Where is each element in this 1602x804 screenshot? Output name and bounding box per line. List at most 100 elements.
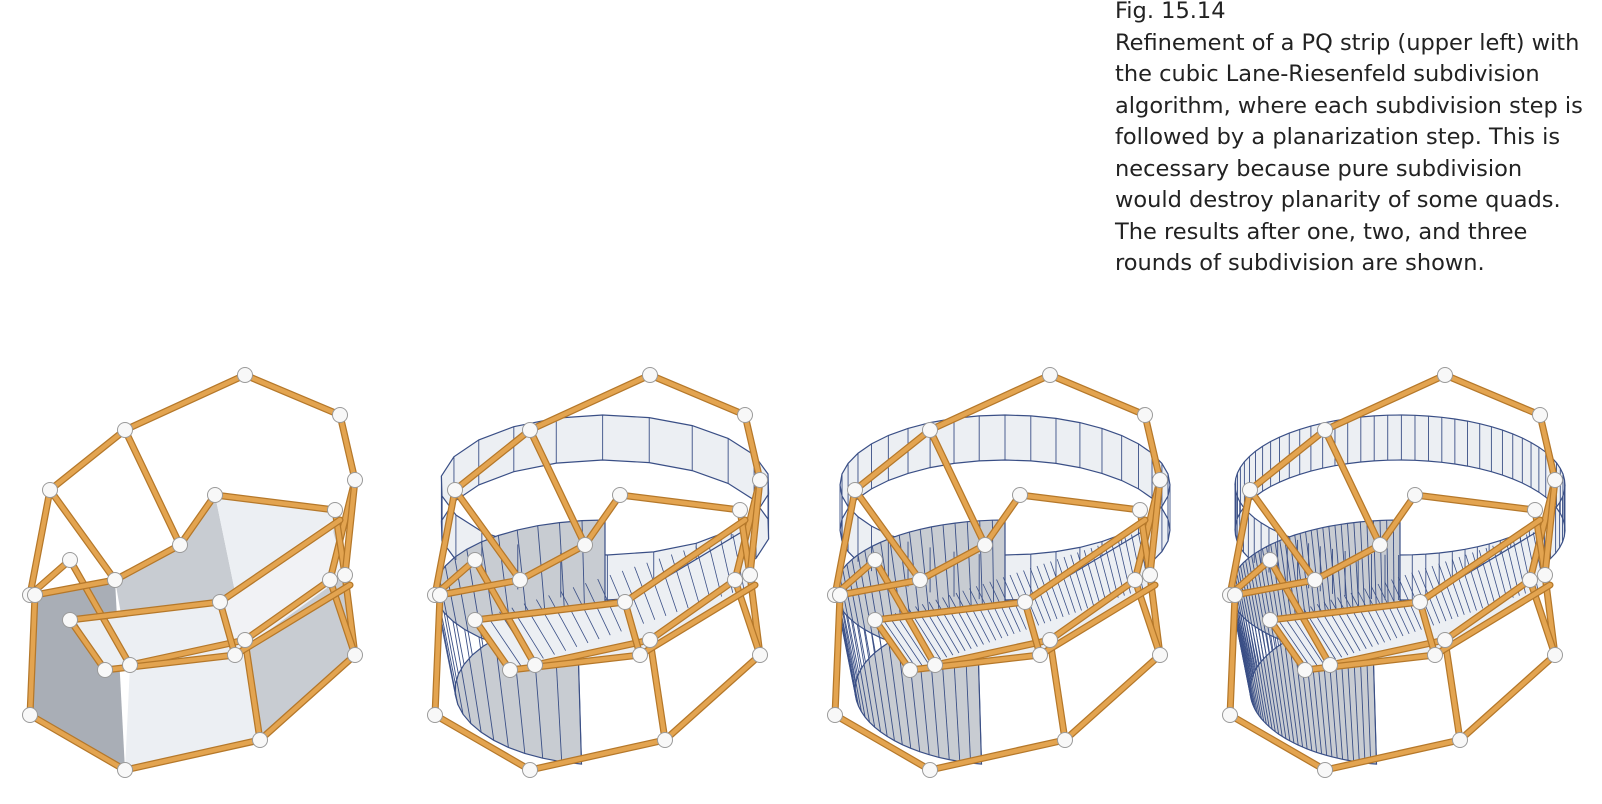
control-rod (1432, 582, 1553, 658)
strip-face (220, 520, 345, 655)
control-rod (242, 577, 333, 643)
ruling-line (1283, 615, 1318, 666)
joint-sphere (62, 552, 78, 568)
control-rod (927, 372, 1053, 433)
control-rod (472, 557, 538, 668)
control-rod (67, 599, 223, 623)
joint-sphere (527, 657, 543, 673)
ruling-line (935, 599, 966, 652)
control-rod (1047, 577, 1138, 643)
ruling-line (1050, 561, 1070, 615)
ruling-line (1070, 554, 1089, 609)
ruling-line (577, 659, 582, 765)
joint-sphere (922, 422, 938, 438)
joint-sphere (632, 647, 648, 663)
joint-sphere (1152, 472, 1168, 488)
ruling-line (1364, 588, 1392, 641)
control-rod (1322, 737, 1463, 773)
joint-sphere (1522, 572, 1538, 588)
joint-sphere (922, 762, 938, 778)
control-rod (112, 542, 183, 583)
ruling-line (1359, 658, 1366, 763)
joint-sphere (612, 487, 628, 503)
control-rod (432, 592, 443, 718)
control-rod (637, 582, 758, 658)
control-rod (212, 492, 338, 513)
ruling-line (1063, 556, 1082, 611)
joint-sphere (577, 537, 593, 553)
control-rod (1267, 617, 1308, 673)
joint-sphere (237, 367, 253, 383)
ruling-line (1043, 563, 1064, 618)
ruling-line (1347, 523, 1355, 619)
ruling-line (1366, 521, 1372, 617)
joint-sphere (617, 594, 633, 610)
control-rod (472, 599, 628, 623)
joint-sphere (732, 502, 748, 518)
strip-drawing (22, 367, 363, 778)
joint-sphere (512, 572, 528, 588)
ruling-line (558, 522, 566, 618)
joint-sphere (347, 647, 363, 663)
ruling-line (1056, 559, 1076, 613)
control-rod (647, 577, 738, 643)
joint-sphere (1242, 482, 1258, 498)
ruling-line (452, 621, 472, 724)
joint-sphere (847, 482, 863, 498)
control-rod (257, 652, 358, 743)
joint-sphere (1017, 594, 1033, 610)
ruling-line (1359, 521, 1366, 618)
ruling-line (879, 637, 895, 741)
ruling-line (888, 615, 923, 666)
joint-sphere (117, 762, 133, 778)
joint-sphere (1317, 422, 1333, 438)
control-rod (452, 427, 533, 493)
ruling-line (941, 654, 950, 760)
joint-sphere (237, 632, 253, 648)
control-rod (232, 582, 353, 658)
ruling-line (954, 523, 962, 619)
joint-sphere (327, 502, 343, 518)
joint-sphere (642, 367, 658, 383)
ruling-line (464, 629, 482, 733)
ruling-line (1284, 641, 1299, 746)
ruling-line (846, 615, 866, 718)
control-rod (1412, 492, 1538, 513)
control-rod (1227, 712, 1328, 773)
joint-sphere (1427, 647, 1443, 663)
joint-sphere (1407, 487, 1423, 503)
ruling-line (478, 636, 495, 741)
control-rod (527, 372, 653, 433)
ruling-line (443, 612, 464, 715)
control-rod (217, 599, 238, 658)
control-rod (1037, 582, 1158, 658)
control-rod (1322, 372, 1448, 433)
ruling-line (1347, 656, 1355, 762)
control-rod (122, 372, 248, 433)
control-rod (1047, 637, 1068, 743)
control-rod (337, 412, 358, 483)
joint-sphere (1042, 367, 1058, 383)
control-rod (177, 492, 218, 548)
control-rod (1312, 542, 1383, 583)
ruling-line (536, 599, 567, 651)
control-rod (1537, 412, 1558, 483)
joint-sphere (1142, 567, 1158, 583)
ruling-line (1458, 556, 1477, 611)
joint-sphere (1137, 407, 1153, 423)
ruling-line (1377, 583, 1404, 637)
ruling-line (1366, 658, 1372, 764)
ruling-line (548, 595, 578, 648)
control-rod (517, 542, 588, 583)
joint-sphere (1322, 657, 1338, 673)
joint-sphere (642, 632, 658, 648)
control-rod (472, 617, 513, 673)
joint-sphere (1262, 612, 1278, 628)
ruling-line (1330, 599, 1361, 652)
control-rod (27, 712, 128, 773)
panel-round-2 (815, 367, 1215, 800)
control-rod (47, 487, 118, 583)
joint-sphere (427, 707, 443, 723)
joint-sphere (107, 572, 123, 588)
joint-sphere (1317, 762, 1333, 778)
